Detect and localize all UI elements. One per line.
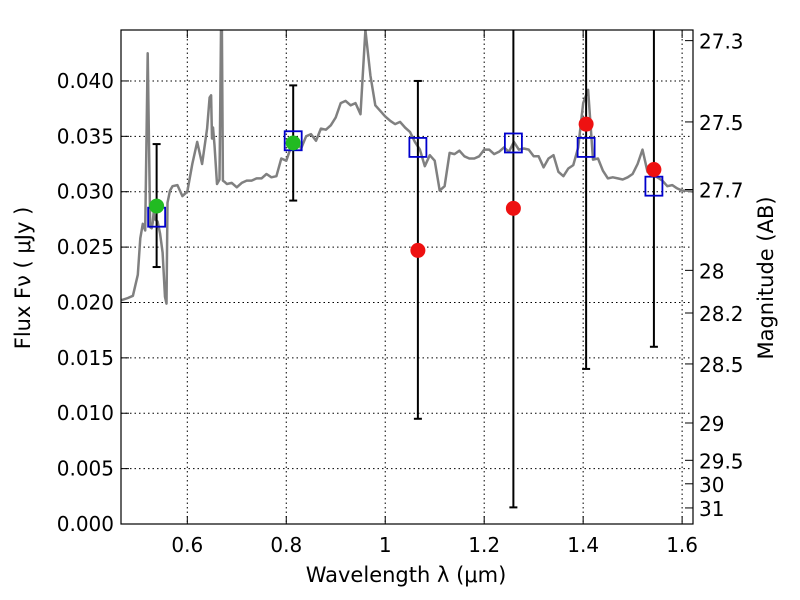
right-axis-label: Magnitude (AB) <box>754 196 778 359</box>
right-tick-label: 28.5 <box>699 353 744 377</box>
y-axis-label: Flux Fν ( μJy ) <box>11 207 35 350</box>
low-snr-point <box>505 200 521 216</box>
model-photometry-square <box>408 137 428 158</box>
detection-point <box>285 135 301 151</box>
x-axis-ticks: 0.6 0.8 1 1.2 1.4 1.6 <box>171 30 698 557</box>
y-tick-label: 0.010 <box>57 401 114 425</box>
right-tick-label: 28 <box>699 259 724 283</box>
y-tick-label: 0.000 <box>57 512 114 536</box>
right-tick-label: 28.2 <box>699 302 744 326</box>
right-tick-label: 30 <box>699 473 724 497</box>
grid-lines <box>121 30 693 525</box>
x-tick-label: 0.6 <box>171 533 203 557</box>
y-tick-label: 0.005 <box>57 457 114 481</box>
low-snr-point <box>646 162 662 178</box>
model-photometry-squares <box>147 130 664 228</box>
right-tick-label: 27.3 <box>699 30 744 54</box>
photometry-points <box>149 116 662 258</box>
right-tick-label: 27.7 <box>699 178 744 202</box>
x-axis-label: Wavelength λ (μm) <box>306 563 507 587</box>
x-tick-label: 0.8 <box>270 533 302 557</box>
y-tick-label: 0.025 <box>57 235 114 259</box>
x-tick-label: 1.4 <box>567 533 599 557</box>
plot-frame <box>120 29 694 525</box>
y-tick-label: 0.040 <box>57 69 114 93</box>
error-bars <box>152 30 658 509</box>
model-photometry-square <box>503 132 523 154</box>
x-tick-label: 1 <box>379 533 392 557</box>
right-tick-label: 31 <box>699 497 724 521</box>
model-photometry-square <box>576 137 596 158</box>
x-tick-label: 1.2 <box>468 533 500 557</box>
y-tick-label: 0.015 <box>57 346 114 370</box>
low-snr-point <box>410 242 426 258</box>
x-tick-label: 1.6 <box>666 533 698 557</box>
y-tick-label: 0.020 <box>57 290 114 314</box>
y-tick-label: 0.030 <box>57 180 114 204</box>
sed-model-line-group <box>121 30 693 305</box>
y-tick-label: 0.035 <box>57 124 114 148</box>
detection-point <box>149 198 165 214</box>
sed-model-line <box>121 30 693 305</box>
right-tick-label: 29 <box>699 412 724 436</box>
y-axis-ticks: 0.000 0.005 0.010 0.015 0.020 0.025 0.030 0.035… <box>57 69 129 536</box>
right-tick-label: 29.5 <box>699 449 744 473</box>
right-tick-label: 27.5 <box>699 111 744 135</box>
low-snr-point <box>578 116 594 132</box>
